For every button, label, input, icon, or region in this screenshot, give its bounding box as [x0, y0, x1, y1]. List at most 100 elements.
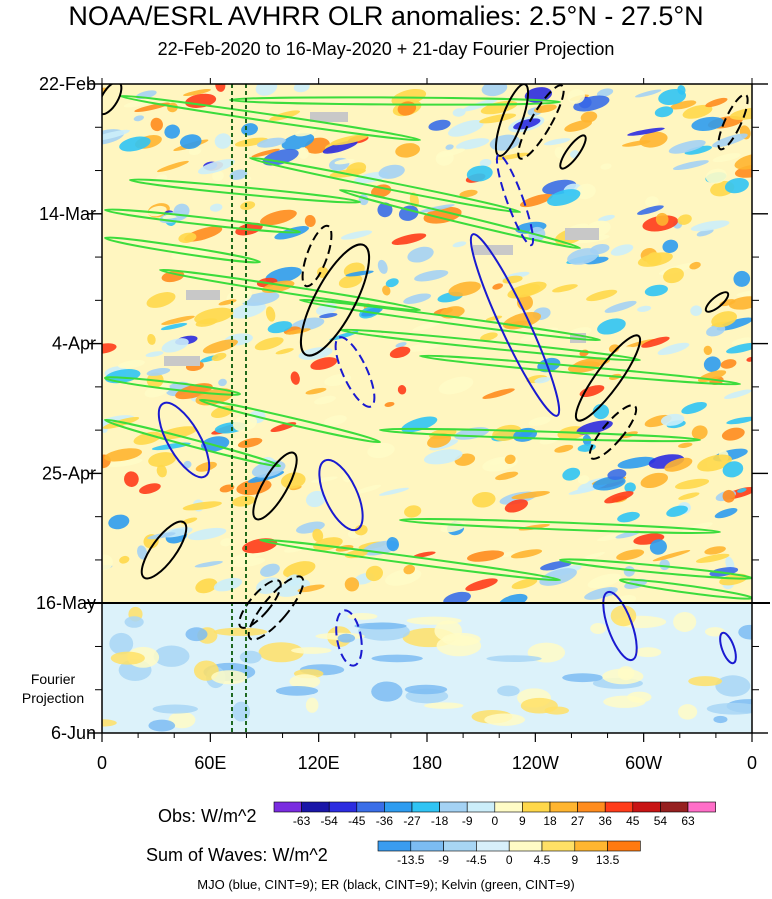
er-contour	[299, 243, 371, 357]
anomaly-blob	[479, 158, 492, 167]
kelvin-contour	[298, 298, 602, 342]
projection-blob	[520, 697, 558, 714]
anomaly-blob	[511, 281, 547, 298]
colorbar-label: -18	[431, 814, 449, 828]
anomaly-blob	[649, 539, 667, 555]
anomaly-blob	[133, 431, 162, 445]
anomaly-blob	[681, 402, 707, 415]
anomaly-blob	[419, 204, 455, 213]
anomaly-blob	[438, 376, 474, 395]
anomaly-blob	[354, 524, 368, 536]
obs-colorbar: -63 -54 -45 -36 -27 -18 -9 0 9 18 27 36 45 54 63	[273, 801, 716, 828]
anomaly-blob	[466, 165, 493, 182]
anomaly-blob	[259, 209, 297, 226]
anomaly-blob	[436, 148, 466, 158]
anomaly-blob	[579, 552, 605, 561]
anomaly-blob	[639, 131, 668, 148]
y-tick-label: 22-Feb	[39, 74, 96, 94]
anomaly-blob	[728, 296, 752, 310]
anomaly-blob	[310, 357, 338, 370]
projection-blob	[590, 623, 607, 635]
anomaly-blob	[617, 456, 656, 469]
anomaly-blob	[157, 160, 189, 173]
colorbar-label: -36	[376, 814, 394, 828]
projection-blob	[706, 702, 752, 715]
anomaly-blob	[285, 328, 311, 335]
anomaly-blob	[213, 577, 243, 592]
er-contour	[301, 224, 333, 288]
er-contour	[574, 334, 642, 422]
anomaly-blob	[511, 491, 550, 500]
kelvin-contour	[103, 418, 282, 468]
anomaly-blob	[280, 472, 306, 489]
missing-data-patch	[310, 112, 348, 122]
kelvin-contour	[398, 518, 722, 534]
kelvin-contour	[378, 427, 702, 443]
colorbar-swatch	[541, 840, 576, 852]
anomaly-blob	[195, 578, 218, 594]
anomaly-blob	[711, 133, 748, 148]
projection-blob	[634, 647, 662, 658]
colorbar-label: 27	[571, 814, 585, 828]
anomaly-blob	[540, 560, 572, 571]
colorbar-label: 4.5	[534, 853, 551, 867]
anomaly-blob	[682, 104, 713, 119]
anomaly-blob	[492, 283, 504, 290]
kelvin-contour	[198, 398, 382, 444]
anomaly-blob	[705, 168, 727, 184]
anomaly-blob	[384, 401, 395, 407]
anomaly-blob	[729, 107, 752, 120]
anomaly-blob	[677, 214, 692, 225]
x-tick-label: 120W	[512, 753, 559, 773]
er-contour	[588, 404, 638, 460]
anomaly-blob	[624, 482, 636, 493]
anomaly-blob	[472, 491, 496, 508]
anomaly-blob	[385, 278, 399, 288]
projection-blob	[688, 676, 723, 687]
projection-blob	[424, 702, 464, 709]
kelvin-contour	[418, 354, 742, 386]
anomaly-blob	[448, 120, 484, 137]
anomaly-blob	[543, 138, 571, 146]
projection-blob	[152, 704, 198, 714]
anomaly-blob	[146, 367, 171, 376]
colorbar-swatch	[377, 840, 412, 852]
anomaly-blob	[232, 414, 257, 432]
anomaly-blob	[576, 420, 613, 435]
anomaly-blob	[703, 345, 713, 356]
projection-blob	[305, 697, 319, 713]
projection-blob	[110, 651, 145, 665]
anomaly-blob	[714, 508, 738, 519]
colorbar-label: -9	[462, 814, 473, 828]
anomaly-blob	[323, 415, 347, 426]
projection-blob	[232, 701, 251, 722]
anomaly-blob	[664, 457, 693, 472]
projection-blob	[354, 622, 407, 630]
anomaly-blob	[736, 290, 752, 297]
anomaly-blob	[666, 505, 688, 517]
missing-data-patch	[186, 290, 220, 300]
anomaly-blob	[283, 561, 316, 578]
anomaly-blob	[218, 378, 227, 387]
projection-blob	[213, 627, 268, 636]
anomaly-blob	[137, 545, 148, 560]
anomaly-blob	[322, 140, 358, 154]
colorbar-swatch	[522, 801, 551, 813]
anomaly-blob	[726, 416, 752, 425]
anomaly-blob	[534, 376, 551, 384]
anomaly-blob	[672, 160, 709, 171]
anomaly-blob	[510, 549, 543, 559]
mjo-contour	[335, 609, 363, 667]
anomaly-blob	[697, 454, 733, 472]
anomaly-blob	[329, 330, 359, 341]
anomaly-blob	[344, 577, 360, 592]
anomaly-blob	[658, 89, 687, 106]
projection-blob	[673, 611, 697, 632]
projection-blob	[406, 616, 462, 625]
anomaly-blob	[567, 89, 585, 104]
colorbar-swatch	[508, 840, 543, 852]
anomaly-blob	[104, 369, 141, 384]
waves-colorbar: -13.5 -9 -4.5 0 4.5 9 13.5	[377, 840, 641, 867]
anomaly-blob	[719, 299, 736, 307]
anomaly-blob	[340, 230, 373, 240]
